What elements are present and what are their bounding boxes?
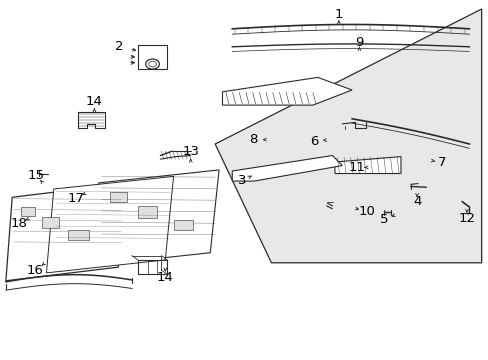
Text: 15: 15 [28, 169, 44, 182]
Text: 18: 18 [10, 217, 27, 230]
Text: 11: 11 [348, 161, 365, 174]
Polygon shape [46, 176, 173, 273]
Polygon shape [334, 157, 400, 174]
FancyBboxPatch shape [173, 220, 193, 230]
FancyBboxPatch shape [20, 207, 35, 216]
Text: 7: 7 [437, 156, 446, 169]
FancyBboxPatch shape [41, 217, 59, 228]
Text: 1: 1 [334, 8, 343, 21]
Text: 14: 14 [86, 95, 102, 108]
FancyBboxPatch shape [138, 206, 157, 218]
Polygon shape [215, 9, 481, 263]
Text: 13: 13 [182, 145, 199, 158]
Text: 5: 5 [379, 213, 388, 226]
Polygon shape [222, 77, 351, 105]
Text: 14: 14 [157, 271, 173, 284]
Text: 3: 3 [238, 174, 246, 187]
Text: 17: 17 [67, 192, 84, 205]
Polygon shape [6, 184, 124, 281]
Text: 9: 9 [354, 36, 363, 49]
Text: 12: 12 [458, 212, 474, 225]
FancyBboxPatch shape [68, 230, 89, 240]
FancyBboxPatch shape [110, 192, 127, 202]
Text: 6: 6 [309, 135, 318, 148]
Text: 8: 8 [249, 133, 258, 146]
Text: 16: 16 [27, 264, 43, 277]
Text: 10: 10 [358, 205, 374, 218]
Polygon shape [232, 156, 342, 181]
Text: 2: 2 [114, 40, 123, 53]
Polygon shape [90, 170, 219, 266]
FancyBboxPatch shape [138, 45, 166, 69]
Text: 4: 4 [412, 195, 421, 208]
